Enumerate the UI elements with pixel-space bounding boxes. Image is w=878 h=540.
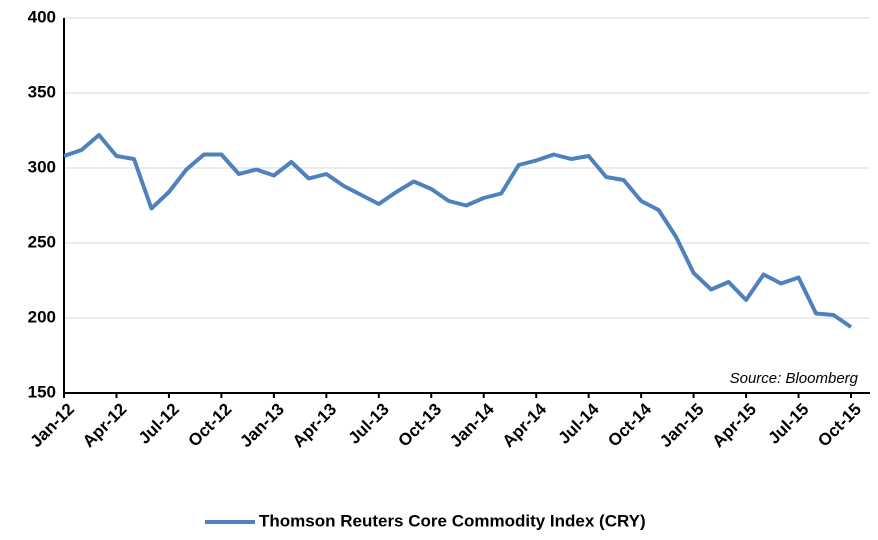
y-tick-label: 350 — [28, 82, 56, 101]
x-tick-label: Apr-14 — [499, 399, 551, 451]
y-tick-label: 250 — [28, 232, 56, 251]
legend-label: Thomson Reuters Core Commodity Index (CR… — [259, 511, 646, 530]
x-tick-label: Apr-13 — [289, 400, 341, 452]
x-tick-label: Jan-13 — [236, 400, 288, 452]
x-tick-label: Jan-15 — [656, 400, 708, 452]
x-tick-label: Oct-15 — [814, 400, 865, 451]
x-tick-label: Apr-12 — [79, 400, 131, 452]
y-tick-label: 150 — [28, 382, 56, 401]
x-tick-label: Apr-15 — [709, 400, 761, 452]
x-tick-label: Oct-12 — [185, 400, 236, 451]
x-tick-label: Jul-12 — [135, 400, 183, 448]
x-tick-label: Jan-12 — [26, 400, 78, 452]
x-tick-label: Oct-14 — [604, 399, 655, 450]
y-tick-label: 400 — [28, 7, 56, 26]
y-tick-label: 300 — [28, 157, 56, 176]
y-tick-label: 200 — [28, 307, 56, 326]
x-tick-label: Jan-14 — [446, 399, 498, 451]
source-note: Source: Bloomberg — [730, 370, 859, 387]
x-tick-label: Oct-13 — [394, 400, 445, 451]
x-tick-label: Jul-13 — [345, 400, 393, 448]
x-tick-label: Jul-15 — [764, 400, 812, 448]
x-tick-label: Jul-14 — [554, 399, 603, 448]
data-line — [63, 133, 853, 329]
